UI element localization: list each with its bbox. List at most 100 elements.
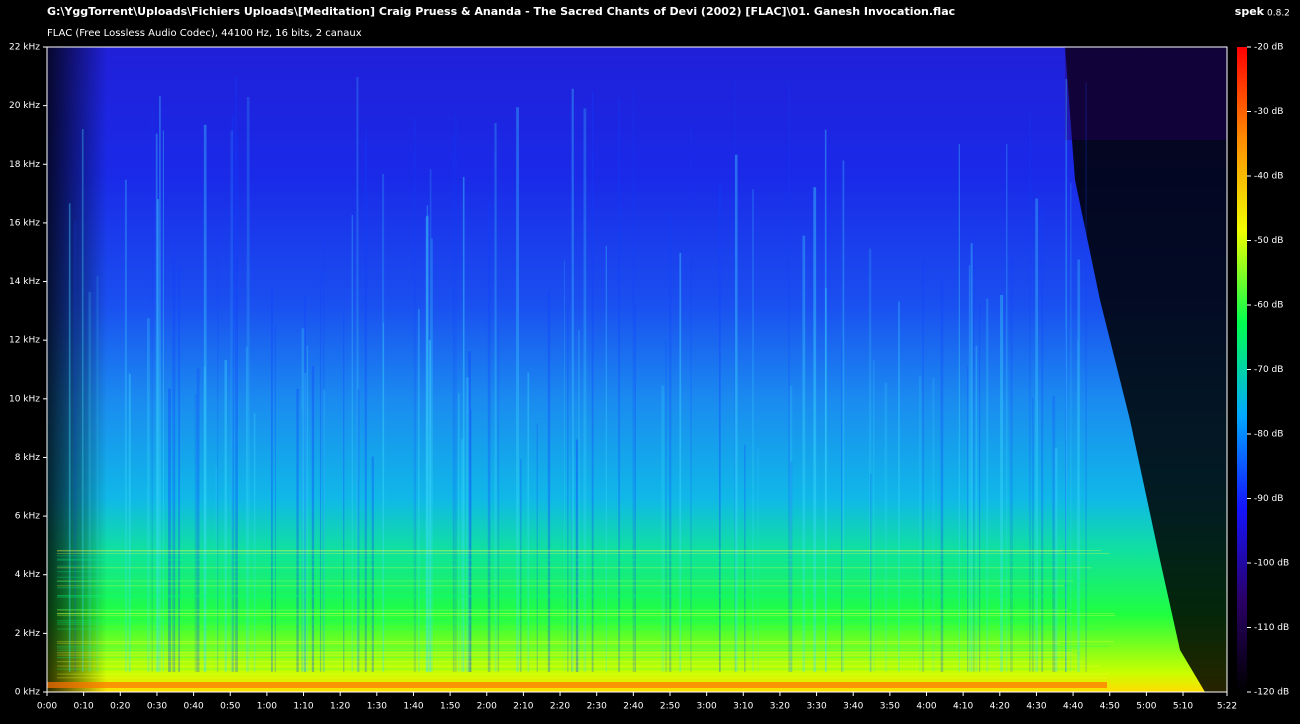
spectrogram-streak — [922, 257, 925, 672]
x-tick-label: 1:10 — [293, 702, 313, 712]
x-tick-label: 1:30 — [367, 702, 387, 712]
spectrogram-streak — [365, 126, 368, 673]
spectrogram-streak — [898, 301, 900, 672]
spectrogram-streak — [884, 382, 888, 672]
spectrogram-streak — [462, 176, 465, 672]
spectrogram-streak — [217, 208, 219, 672]
spectrogram-streak — [319, 270, 322, 672]
spectrogram-streak — [460, 439, 464, 672]
y-tick-label: 20 kHz — [9, 101, 40, 111]
y-tick-label: 18 kHz — [9, 160, 40, 170]
spectrogram-harmonic — [57, 623, 1090, 625]
spectrogram-streak — [351, 215, 354, 672]
x-tick-label: 5:22 — [1217, 702, 1237, 712]
spectrogram-harmonic — [57, 620, 1068, 622]
spectrogram-streak — [224, 359, 227, 672]
spectrogram-streak — [470, 409, 472, 672]
spectrogram-streak — [973, 214, 975, 672]
spectrogram-streak — [757, 448, 759, 672]
spectrogram-streak — [1000, 295, 1004, 672]
spectrogram-streak — [842, 160, 845, 672]
spectrogram-streak — [96, 275, 99, 672]
spectrogram-streak — [1041, 206, 1044, 672]
spectrogram-harmonic — [57, 585, 1064, 587]
spectrogram-streak — [413, 118, 417, 672]
spectrogram-streak — [382, 323, 385, 672]
spectrogram-harmonic — [57, 580, 1074, 582]
spectrogram-streak — [68, 203, 71, 672]
x-tick-label: 2:40 — [623, 702, 643, 712]
spectrogram-streak — [718, 184, 721, 672]
spectrogram-harmonic — [57, 665, 1100, 667]
spectrogram-harmonic — [57, 587, 1090, 589]
x-tick-label: 0:30 — [147, 702, 167, 712]
spectrogram-streak — [236, 136, 238, 672]
spectrogram-streak — [246, 97, 250, 672]
x-tick-label: 2:20 — [550, 702, 570, 712]
x-tick-label: 1:00 — [257, 702, 277, 712]
spectrogram-streak — [527, 372, 530, 672]
colorbar-tick-label: -90 dB — [1254, 494, 1283, 504]
spectrogram-streak — [824, 129, 827, 673]
spectrogram-streak — [752, 189, 754, 672]
colorbar-tick-label: -60 dB — [1254, 301, 1283, 311]
x-tick-label: 4:40 — [1063, 702, 1083, 712]
x-tick-label: 3:30 — [806, 702, 826, 712]
x-tick-label: 0:00 — [37, 702, 57, 712]
spectrogram-streak — [194, 394, 198, 672]
spectrogram-streak — [872, 360, 875, 672]
colorbar-tick-label: -120 dB — [1254, 688, 1289, 698]
spectrogram-harmonic — [57, 657, 1065, 659]
spectrogram-streak — [158, 96, 161, 672]
spectrogram-streak — [516, 107, 520, 672]
spectrogram-harmonic — [57, 654, 1077, 656]
x-tick-label: 2:30 — [587, 702, 607, 712]
spectrogram-harmonic — [57, 576, 1078, 578]
spectrogram-streak — [536, 423, 538, 672]
spectrogram-streak — [841, 338, 843, 672]
spectrogram-tail — [1065, 47, 1227, 140]
spectrogram-streak — [1065, 79, 1067, 672]
spectrogram-streak — [357, 389, 360, 672]
spectrogram-streak — [958, 143, 960, 672]
spectrogram-streak — [364, 139, 367, 673]
spectrogram-harmonic — [57, 677, 1107, 679]
spectrogram-harmonic — [57, 555, 1115, 557]
x-tick-label: 0:10 — [74, 702, 94, 712]
spectrogram-streak — [968, 265, 971, 672]
spectrogram-streak — [172, 258, 175, 672]
spectrogram-streak — [734, 80, 736, 672]
spectrogram-streak — [426, 205, 429, 672]
x-tick-label: 4:20 — [990, 702, 1010, 712]
x-tick-label: 4:50 — [1100, 702, 1120, 712]
spectrogram-streak — [1065, 326, 1067, 672]
spectrogram-harmonic — [57, 595, 1066, 597]
x-tick-label: 0:40 — [183, 702, 203, 712]
spectrogram-streak — [215, 465, 217, 672]
spectrogram-streak — [669, 215, 672, 672]
y-tick-label: 4 kHz — [15, 570, 41, 580]
spectrogram-streak — [128, 373, 131, 672]
y-tick-label: 16 kHz — [9, 218, 40, 228]
spectrogram-harmonic — [57, 609, 1069, 611]
spectrogram-streak — [458, 393, 460, 672]
spectrogram-streak — [425, 215, 429, 672]
spectrogram-streak — [547, 291, 551, 672]
y-tick-label: 10 kHz — [9, 394, 40, 404]
spectrogram-harmonic — [57, 661, 1086, 663]
spectrogram-streak — [1031, 398, 1034, 672]
x-tick-label: 2:50 — [660, 702, 680, 712]
spectrogram-streak — [454, 113, 457, 673]
spectrogram-streak — [231, 114, 234, 672]
x-tick-label: 4:30 — [1026, 702, 1046, 712]
spectrogram-streak — [304, 295, 306, 672]
spectrogram — [47, 47, 1227, 692]
spectrogram-streak — [665, 341, 668, 672]
app-version: 0.8.2 — [1267, 9, 1290, 19]
y-tick-label: 12 kHz — [9, 336, 40, 346]
spectrogram-harmonic — [57, 559, 1071, 561]
spectrogram-streak — [245, 346, 248, 672]
y-tick-label: 6 kHz — [15, 512, 41, 522]
